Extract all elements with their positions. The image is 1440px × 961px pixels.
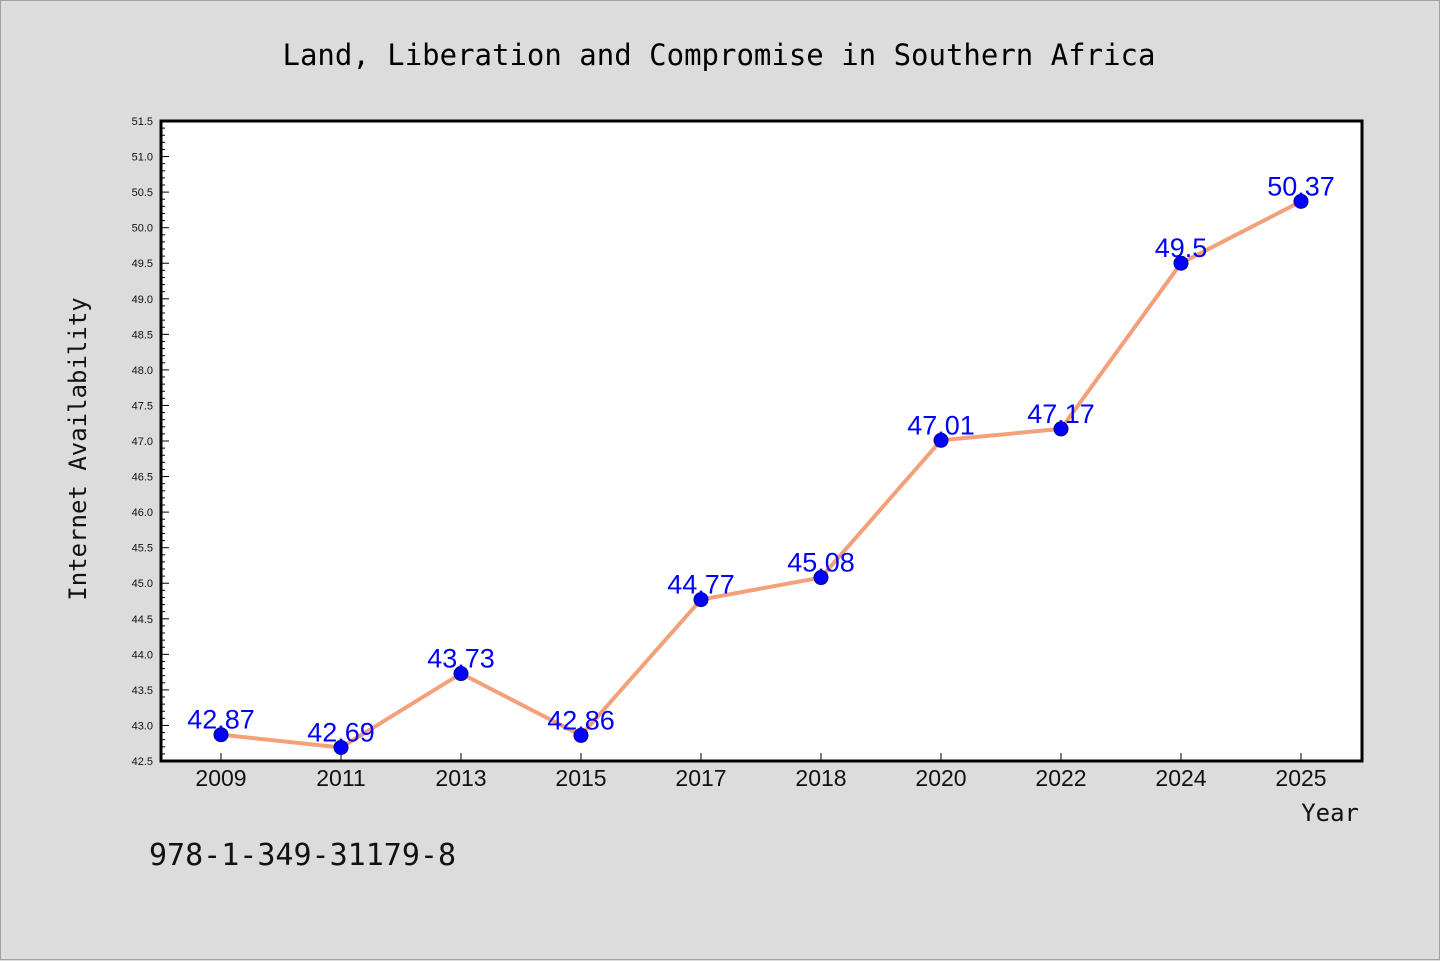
y-tick-label: 45.0	[132, 578, 153, 590]
data-point	[933, 432, 949, 448]
x-tick-label: 2022	[1035, 765, 1086, 791]
data-labels: 42.87 42.69 43.73 42.86 44.77 45.08 47.01 47.17…	[187, 171, 1335, 747]
chart-title: Land, Liberation and Compromise in South…	[283, 38, 1156, 72]
x-tick-label: 2020	[915, 765, 966, 791]
data-point	[333, 739, 349, 755]
y-tick-label: 51.5	[132, 116, 153, 128]
y-tick-label: 42.5	[132, 756, 153, 768]
data-point	[813, 570, 829, 586]
y-tick-label: 46.0	[132, 507, 153, 519]
y-tick-label: 45.5	[132, 543, 153, 555]
y-tick-label: 46.5	[132, 472, 153, 484]
data-label: 42.69	[307, 717, 375, 747]
data-point	[1173, 255, 1189, 271]
x-tick-label: 2015	[555, 765, 606, 791]
data-point	[693, 592, 709, 608]
x-tick-label: 2011	[316, 765, 365, 791]
data-point	[213, 727, 229, 743]
x-tick-label: 2025	[1275, 765, 1326, 791]
data-label: 44.77	[667, 570, 735, 600]
data-label: 49.5	[1155, 233, 1208, 263]
x-axis: 2009 2011 2013 2015 2017 2018 2020 2022 2024 2025	[195, 753, 1327, 791]
x-tick-label: 2013	[435, 765, 486, 791]
y-tick-label: 43.5	[132, 685, 153, 697]
y-tick-label: 47.5	[132, 400, 153, 412]
data-label: 50.37	[1267, 171, 1335, 201]
y-tick-label: 47.0	[132, 436, 153, 448]
data-label: 43.73	[427, 644, 495, 674]
y-tick-label: 49.5	[132, 258, 153, 270]
y-tick-label: 50.5	[132, 187, 153, 199]
series-line	[220, 199, 1302, 750]
data-label: 47.17	[1027, 399, 1095, 429]
data-label: 42.86	[547, 705, 615, 735]
y-tick-label: 43.0	[132, 720, 153, 732]
y-tick-label: 51.0	[132, 152, 153, 164]
y-tick-label: 48.5	[132, 329, 153, 341]
y-tick-label: 44.5	[132, 614, 153, 626]
isbn-footer: 978-1-349-31179-8	[149, 838, 456, 873]
y-axis: 42.5 43.0 43.5 44.0 44.5 45.0 45.5 46.0 46.5 47.0…	[132, 116, 169, 768]
x-tick-label: 2018	[795, 765, 846, 791]
y-tick-label: 49.0	[132, 294, 153, 306]
x-tick-label: 2009	[195, 765, 246, 791]
data-point	[453, 666, 469, 682]
data-label: 45.08	[787, 548, 855, 578]
x-tick-label: 2024	[1155, 765, 1206, 791]
data-point	[1053, 421, 1069, 437]
y-tick-label: 50.0	[132, 223, 153, 235]
x-tick-label: 2017	[675, 765, 726, 791]
data-label: 42.87	[187, 705, 255, 735]
data-point	[1293, 193, 1309, 209]
data-point	[573, 727, 589, 743]
data-label: 47.01	[907, 410, 975, 440]
series-group	[213, 193, 1309, 755]
plot-area	[159, 119, 1364, 763]
y-axis-label: Internet Availability	[64, 297, 92, 600]
y-tick-label: 48.0	[132, 365, 153, 377]
y-tick-label: 44.0	[132, 649, 153, 661]
x-axis-label: Year	[1301, 799, 1359, 827]
